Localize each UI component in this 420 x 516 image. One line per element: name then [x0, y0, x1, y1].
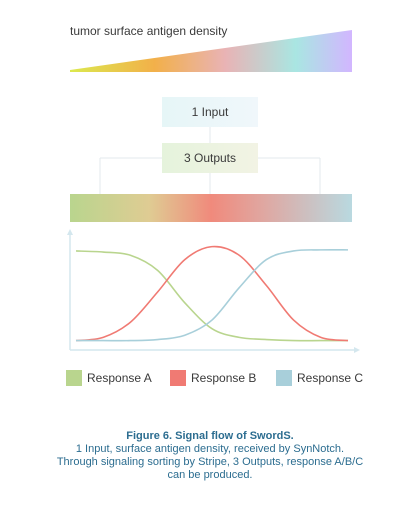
legend-item-response-b: Response B — [170, 368, 256, 388]
legend-label-response-b: Response B — [191, 371, 257, 385]
legend-swatch-response-c — [276, 370, 292, 386]
legend-label-response-c: Response C — [297, 371, 364, 385]
response-curves-chart — [67, 229, 360, 353]
series-layer — [75, 245, 349, 342]
series-line-response-b — [75, 245, 349, 342]
input-box: 1 Input — [162, 97, 258, 127]
antigen-density-label: tumor surface antigen density — [70, 24, 228, 38]
series-line-response-a — [75, 250, 348, 342]
antigen-gradient-wedge — [70, 30, 352, 72]
caption-title: Figure 6. Signal flow of SwordS. — [126, 430, 294, 442]
legend-swatch-response-b — [170, 370, 186, 386]
x-axis-arrow — [354, 347, 360, 353]
caption-line-1: 1 Input, surface antigen density, receiv… — [75, 443, 345, 455]
outputs-box: 3 Outputs — [162, 143, 258, 173]
legend-label-response-a: Response A — [87, 371, 152, 385]
caption-line-3: can be produced. — [167, 469, 253, 481]
legend-swatch-response-a — [66, 370, 82, 386]
series-line-response-c — [76, 249, 349, 342]
figure-caption: Figure 6. Signal flow of SwordS. 1 Input… — [20, 430, 400, 482]
y-axis-arrow — [67, 229, 73, 235]
caption-line-2: Through signaling sorting by Stripe, 3 O… — [56, 456, 364, 468]
chart-legend: Response A Response B Response C — [66, 368, 366, 388]
stripe-response-bar — [70, 194, 352, 222]
legend-item-response-c: Response C — [276, 368, 363, 388]
legend-item-response-a: Response A — [66, 368, 152, 388]
